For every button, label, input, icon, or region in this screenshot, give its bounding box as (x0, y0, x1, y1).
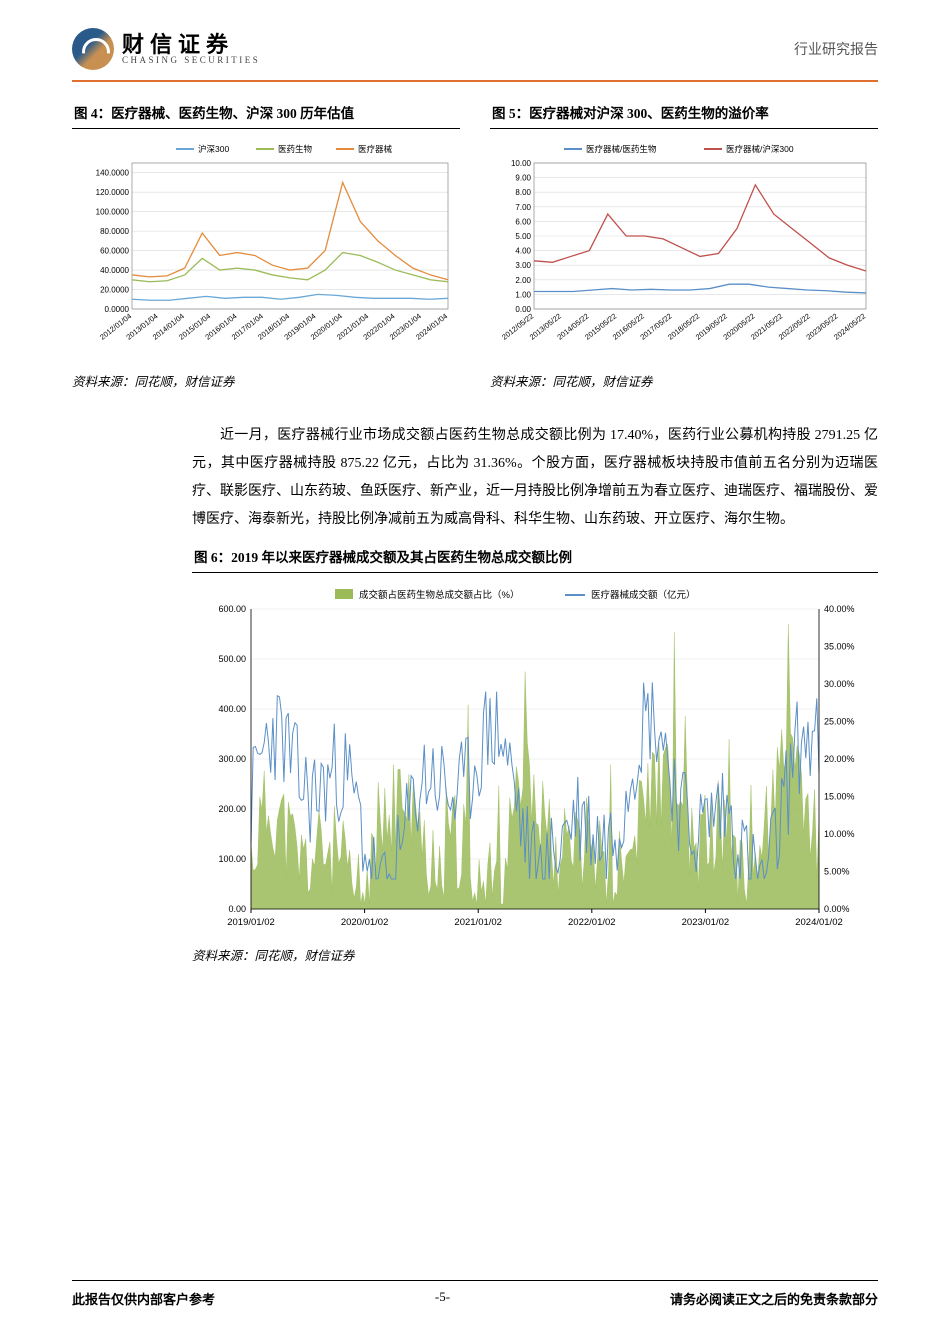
svg-text:成交额占医药生物总成交额占比（%）: 成交额占医药生物总成交额占比（%） (359, 589, 519, 601)
svg-text:25.00%: 25.00% (824, 717, 855, 727)
fig5-source: 资料来源：同花顺，财信证券 (490, 371, 878, 390)
page-footer: 此报告仅供内部客户参考 -5- 请务必阅读正文之后的免责条款部分 (72, 1280, 878, 1308)
svg-text:140.0000: 140.0000 (96, 169, 130, 178)
svg-text:医疗器械/医药生物: 医疗器械/医药生物 (586, 144, 657, 154)
svg-text:8.00: 8.00 (515, 188, 531, 197)
svg-text:6.00: 6.00 (515, 217, 531, 226)
svg-text:30.00%: 30.00% (824, 679, 855, 689)
svg-text:2019/01/02: 2019/01/02 (227, 917, 275, 928)
svg-text:2022/01/02: 2022/01/02 (568, 917, 616, 928)
logo-text-cn: 财信证券 (122, 33, 260, 56)
svg-text:4.00: 4.00 (515, 247, 531, 256)
svg-text:9.00: 9.00 (515, 174, 531, 183)
svg-text:2023/01/02: 2023/01/02 (682, 917, 730, 928)
svg-text:10.00: 10.00 (511, 159, 532, 168)
svg-text:1.00: 1.00 (515, 290, 531, 299)
svg-text:2024/01/02: 2024/01/02 (795, 917, 843, 928)
svg-text:7.00: 7.00 (515, 203, 531, 212)
svg-text:医疗器械: 医疗器械 (358, 144, 393, 154)
fig6-chart: 0.00 100.00 200.00 300.00 400.00 500.00 600.00… (192, 579, 878, 939)
footer-left: 此报告仅供内部客户参考 (72, 1289, 215, 1308)
svg-text:医疗器械成交额（亿元）: 医疗器械成交额（亿元） (591, 589, 696, 601)
svg-text:300.00: 300.00 (218, 754, 246, 764)
footer-page-num: -5- (435, 1289, 450, 1308)
svg-text:15.00%: 15.00% (824, 792, 855, 802)
svg-text:600.00: 600.00 (218, 604, 246, 614)
svg-text:3.00: 3.00 (515, 261, 531, 270)
logo-text-en: CHASING SECURITIES (122, 56, 260, 65)
svg-text:医疗器械/沪深300: 医疗器械/沪深300 (726, 144, 794, 154)
svg-text:20.00%: 20.00% (824, 754, 855, 764)
svg-text:10.00%: 10.00% (824, 829, 855, 839)
svg-text:80.0000: 80.0000 (100, 227, 129, 236)
svg-text:0.00%: 0.00% (824, 904, 850, 914)
fig4-title: 图 4：医疗器械、医药生物、沪深 300 历年估值 (72, 100, 460, 129)
fig6-title: 图 6：2019 年以来医疗器械成交额及其占医药生物总成交额比例 (192, 544, 878, 573)
svg-text:2020/01/02: 2020/01/02 (341, 917, 389, 928)
svg-text:100.00: 100.00 (218, 854, 246, 864)
svg-text:40.0000: 40.0000 (100, 266, 129, 275)
svg-text:60.0000: 60.0000 (100, 247, 129, 256)
body-paragraph: 近一月，医疗器械行业市场成交额占医药生物总成交额比例为 17.40%，医药行业公… (192, 422, 878, 534)
svg-text:500.00: 500.00 (218, 654, 246, 664)
svg-text:医药生物: 医药生物 (278, 144, 313, 154)
svg-text:2021/01/02: 2021/01/02 (454, 917, 502, 928)
paragraph-text: 近一月，医疗器械行业市场成交额占医药生物总成交额比例为 17.40%，医药行业公… (192, 422, 878, 534)
svg-text:200.00: 200.00 (218, 804, 246, 814)
svg-text:5.00: 5.00 (515, 232, 531, 241)
logo-icon (72, 28, 114, 70)
logo: 财信证券 CHASING SECURITIES (72, 28, 260, 70)
fig4-chart: 0.000020.000040.000060.000080.0000100.00… (72, 135, 460, 365)
svg-text:120.0000: 120.0000 (96, 188, 130, 197)
fig6-source: 资料来源：同花顺，财信证券 (192, 945, 878, 964)
fig5-chart: 0.001.002.003.004.005.006.007.008.009.00… (490, 135, 878, 365)
footer-right: 请务必阅读正文之后的免责条款部分 (670, 1289, 878, 1308)
svg-text:5.00%: 5.00% (824, 867, 850, 877)
header-category: 行业研究报告 (794, 39, 878, 59)
svg-text:40.00%: 40.00% (824, 604, 855, 614)
page-header: 财信证券 CHASING SECURITIES 行业研究报告 (72, 28, 878, 82)
svg-text:0.00: 0.00 (228, 904, 246, 914)
fig5-title: 图 5：医疗器械对沪深 300、医药生物的溢价率 (490, 100, 878, 129)
svg-text:100.0000: 100.0000 (96, 208, 130, 217)
svg-text:2.00: 2.00 (515, 276, 531, 285)
svg-text:400.00: 400.00 (218, 704, 246, 714)
svg-text:沪深300: 沪深300 (198, 144, 229, 154)
svg-text:35.00%: 35.00% (824, 642, 855, 652)
fig4-source: 资料来源：同花顺，财信证券 (72, 371, 460, 390)
svg-text:20.0000: 20.0000 (100, 286, 129, 295)
